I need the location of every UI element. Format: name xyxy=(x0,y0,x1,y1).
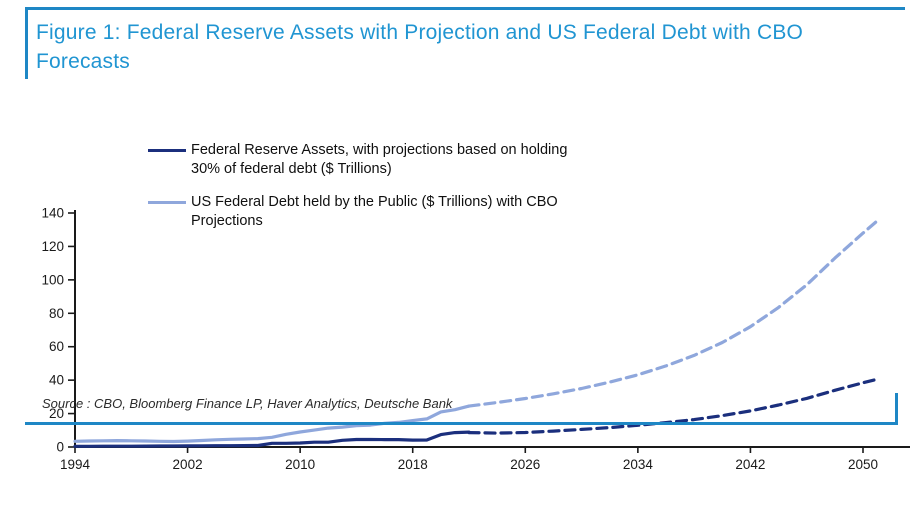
title-accent-bar xyxy=(25,7,28,79)
series-fed-assets-historical xyxy=(73,430,471,448)
y-tick-label: 20 xyxy=(49,406,64,421)
y-tick-label: 80 xyxy=(49,306,64,321)
x-tick-label: 1994 xyxy=(60,457,91,472)
legend-label-fed-assets: Federal Reserve Assets, with projections… xyxy=(191,142,568,177)
x-tick-label: 2042 xyxy=(735,457,765,472)
series-fed-assets-projection xyxy=(467,378,878,435)
y-tick-label: 40 xyxy=(49,373,64,388)
figure-title: Figure 1: Federal Reserve Assets with Pr… xyxy=(36,21,804,73)
source-note: Source : CBO, Bloomberg Finance LP, Have… xyxy=(42,396,453,411)
top-border-line xyxy=(25,7,905,10)
y-tick-label: 0 xyxy=(56,440,64,455)
x-tick-label: 2018 xyxy=(398,457,428,472)
x-tick-label: 2034 xyxy=(623,457,654,472)
y-tick-label: 60 xyxy=(49,339,64,354)
y-tick-label: 140 xyxy=(41,206,64,221)
y-tick-label: 100 xyxy=(41,272,64,287)
legend-entry-federal-debt: US Federal Debt held by the Public ($ Tr… xyxy=(148,193,583,231)
legend-entry-fed-assets: Federal Reserve Assets, with projections… xyxy=(148,141,583,179)
fed-assets-line-swatch xyxy=(148,149,186,152)
x-tick-label: 2010 xyxy=(285,457,315,472)
figure-panel: { "header": { "title": "Figure 1: Federa… xyxy=(25,7,910,472)
axes xyxy=(74,210,910,448)
x-tick-label: 2050 xyxy=(848,457,878,472)
bottom-border-line xyxy=(25,422,898,425)
x-tick-label: 2002 xyxy=(173,457,203,472)
y-tick-label: 120 xyxy=(41,239,64,254)
federal-debt-line-swatch xyxy=(148,200,186,204)
x-tick-label: 2026 xyxy=(510,457,540,472)
series-federal-debt-projection xyxy=(467,220,878,408)
legend-label-federal-debt: US Federal Debt held by the Public ($ Tr… xyxy=(191,193,558,229)
right-border-stub xyxy=(895,393,898,425)
chart-legend: Federal Reserve Assets, with projections… xyxy=(148,141,583,244)
